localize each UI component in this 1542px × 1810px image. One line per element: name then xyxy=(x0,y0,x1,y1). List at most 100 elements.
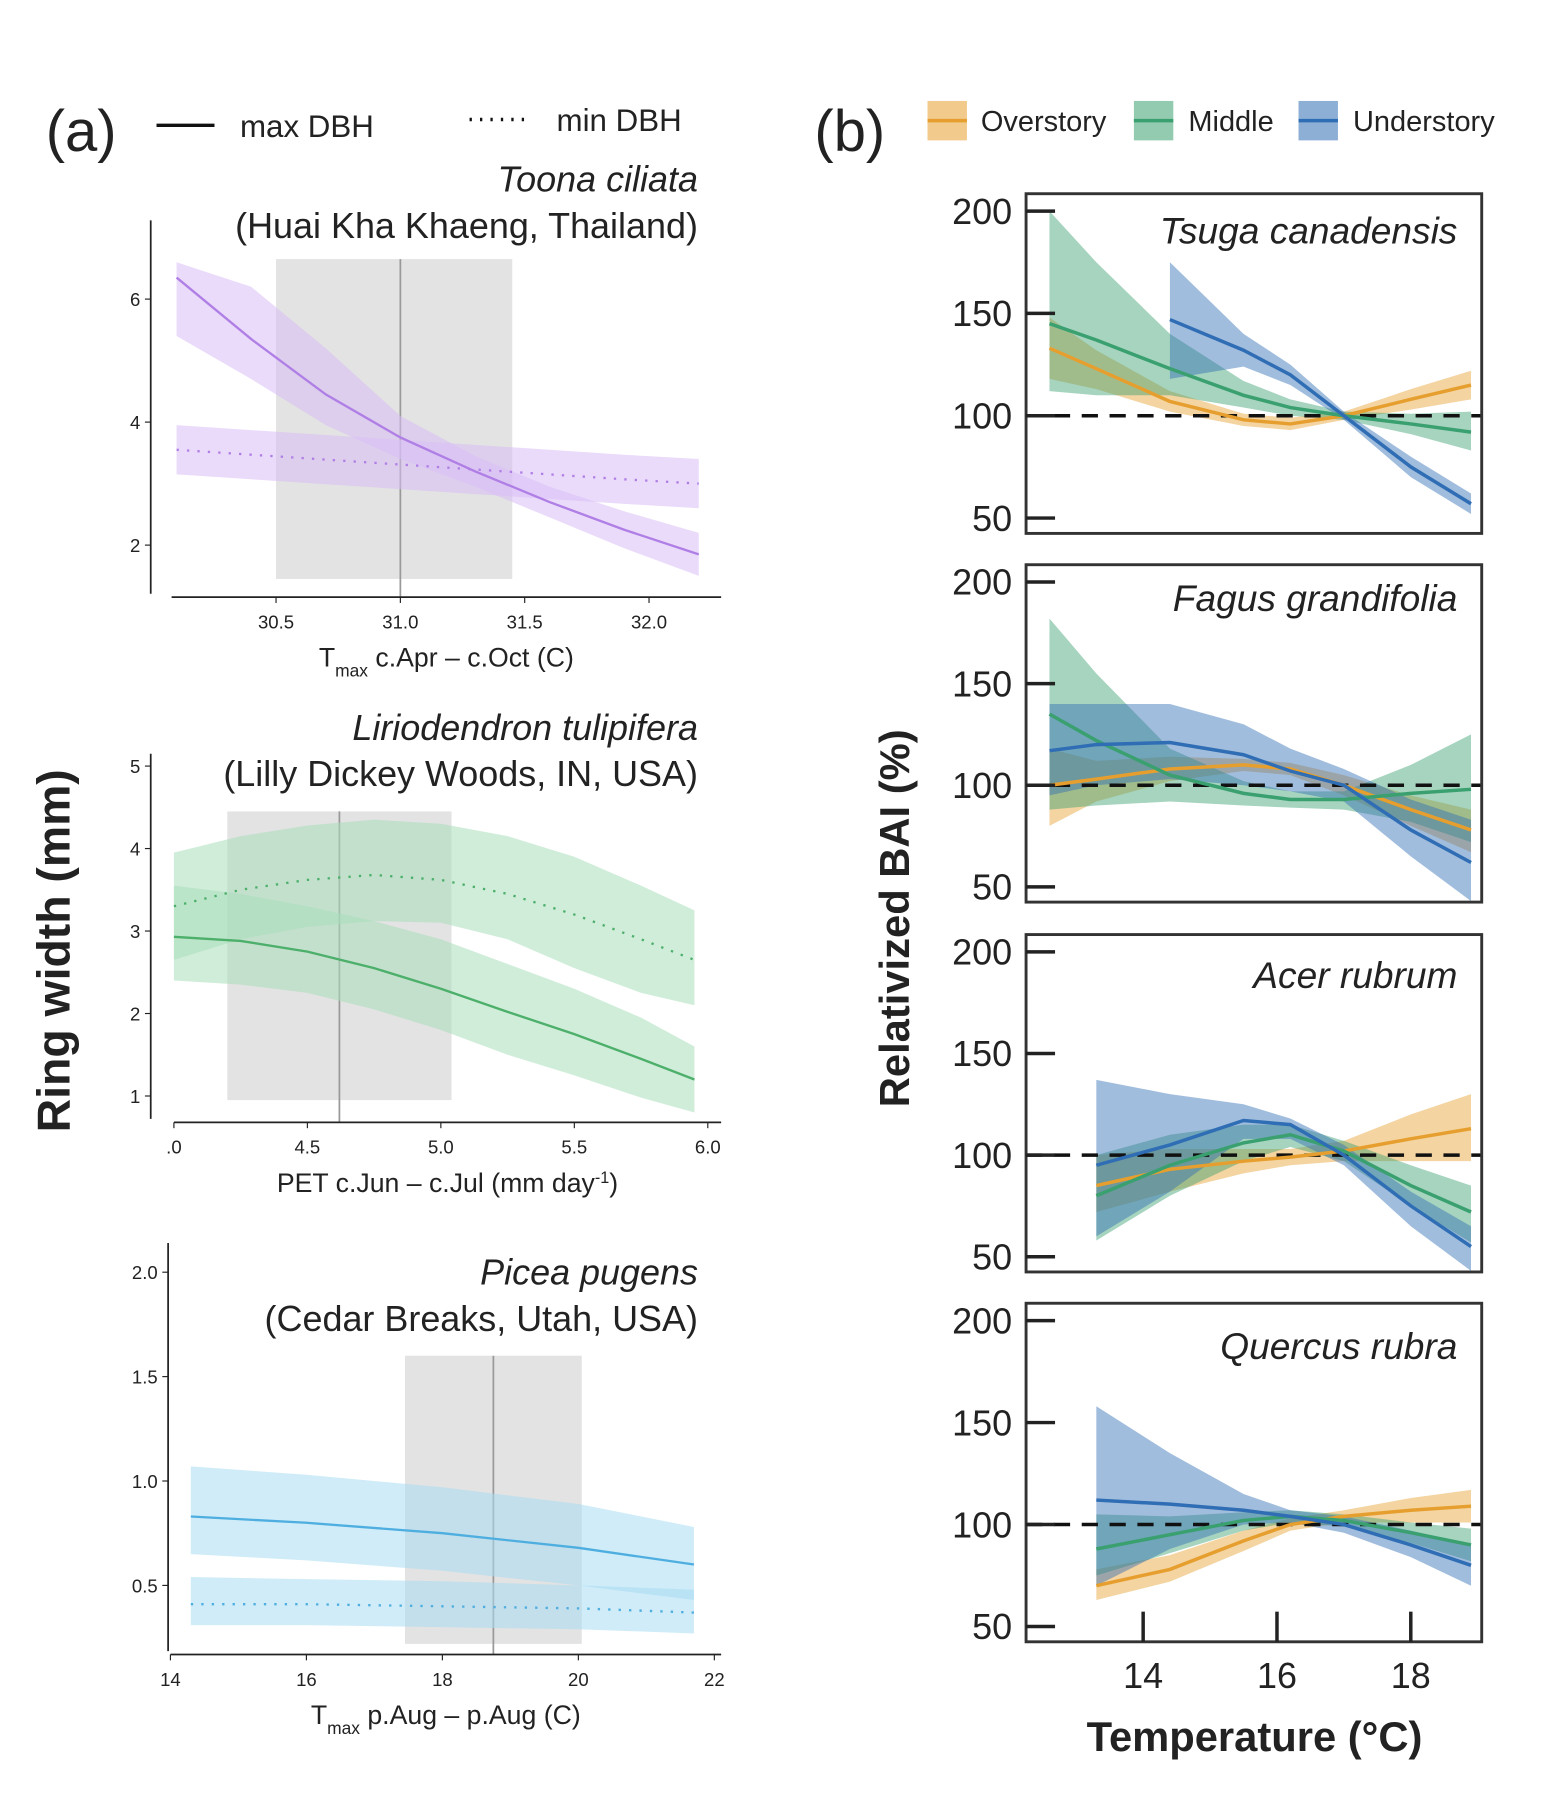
x-axis-title-part: c.Apr – c.Oct (C) xyxy=(368,643,574,673)
x-axis-title-part: PET c.Jun – c.Jul (mm day xyxy=(277,1168,596,1198)
panel-label: (a) xyxy=(46,100,117,164)
y-tick-label: 200 xyxy=(952,1300,1012,1341)
plot-frame xyxy=(1024,933,1484,1274)
series-line xyxy=(173,935,695,1081)
y-tick-label: 4 xyxy=(130,839,140,860)
confidence-band xyxy=(1096,1079,1472,1271)
series-line xyxy=(1096,1498,1472,1567)
legend-label: Overstory xyxy=(981,106,1107,138)
plot-frame xyxy=(1024,563,1484,904)
chart-title: Toona ciliata xyxy=(497,158,697,199)
series-line xyxy=(1095,1504,1472,1588)
confidence-band xyxy=(1096,1094,1472,1212)
legend-label: Understory xyxy=(1353,106,1495,138)
y-tick-label: 150 xyxy=(952,1033,1012,1074)
series-line xyxy=(1095,1118,1472,1248)
y-tick-label: 50 xyxy=(972,498,1012,539)
legend-label: max DBH xyxy=(240,109,374,144)
y-tick-label: 5 xyxy=(130,756,140,777)
y-tick-label: 50 xyxy=(972,1606,1012,1647)
x-tick-label: 18 xyxy=(432,1669,453,1690)
chart-title: Picea pugens xyxy=(480,1252,698,1293)
y-tick-label: 0.5 xyxy=(132,1575,158,1596)
x-tick-label: 4.5 xyxy=(294,1137,320,1158)
series-line xyxy=(1048,322,1472,434)
x-axis-title-part: T xyxy=(311,1700,327,1730)
series-line xyxy=(1095,1126,1472,1188)
y-tick-label: 1.5 xyxy=(132,1367,158,1388)
confidence-band xyxy=(173,885,695,1113)
chart-title: Acer rubrum xyxy=(1251,954,1457,996)
confidence-band xyxy=(1049,703,1472,902)
x-tick-label: 5.0 xyxy=(428,1137,454,1158)
y-tick-label: 150 xyxy=(952,1402,1012,1443)
series-line xyxy=(1049,763,1472,832)
series-line xyxy=(176,448,699,485)
y-tick-label: 100 xyxy=(952,1135,1012,1176)
x-tick-label: 14 xyxy=(1123,1655,1163,1696)
x-axis-title: Tmax c.Apr – c.Oct (C) xyxy=(319,643,574,681)
confidence-band xyxy=(1049,317,1472,431)
series-line xyxy=(1169,317,1472,506)
y-tick-label: 50 xyxy=(972,1236,1012,1277)
series-line xyxy=(1095,1132,1472,1214)
x-tick-label: 20 xyxy=(568,1669,589,1690)
x-axis-title: PET c.Jun – c.Jul (mm day-1) xyxy=(277,1168,618,1198)
x-tick-label: 31.5 xyxy=(507,611,543,632)
x-axis-title-part: p.Aug – p.Aug (C) xyxy=(360,1700,581,1730)
x-tick-label: 22 xyxy=(704,1669,725,1690)
x-tick-label: 18 xyxy=(1391,1655,1431,1696)
chart-subtitle: (Huai Kha Khaeng, Thailand) xyxy=(235,205,698,246)
confidence-band xyxy=(1169,262,1472,514)
plot-frame xyxy=(1024,1301,1484,1644)
x-axis-title: Temperature (°C) xyxy=(1087,1713,1423,1760)
confidence-band xyxy=(1096,1489,1472,1600)
y-tick-label: 1.0 xyxy=(132,1471,158,1492)
x-tick-label: 30.5 xyxy=(258,611,294,632)
confidence-band xyxy=(173,819,695,1006)
y-tick-label: 3 xyxy=(130,921,140,942)
x-tick-label: 5.5 xyxy=(561,1137,587,1158)
x-axis-title-part: ) xyxy=(609,1168,618,1198)
x-tick-label: 16 xyxy=(296,1669,317,1690)
confidence-band xyxy=(1096,1124,1472,1243)
x-axis-title: Tmax p.Aug – p.Aug (C) xyxy=(311,1700,581,1738)
x-axis-title-part: T xyxy=(319,643,335,673)
series-line xyxy=(190,1603,694,1614)
y-tick-label: 4 xyxy=(130,412,140,433)
legend-label: min DBH xyxy=(557,103,682,138)
y-tick-label: 100 xyxy=(952,395,1012,436)
series-line xyxy=(1049,740,1472,864)
x-tick-label: 14 xyxy=(160,1669,181,1690)
y-tick-label: 150 xyxy=(952,663,1012,704)
y-tick-label: 50 xyxy=(972,867,1012,908)
y-tick-label: 1 xyxy=(130,1086,140,1107)
x-axis-title-part: -1 xyxy=(595,1169,609,1187)
series-line xyxy=(1048,346,1472,426)
plot-frame xyxy=(1024,192,1484,535)
series-line xyxy=(190,1515,695,1566)
chart-subtitle: (Cedar Breaks, Utah, USA) xyxy=(265,1298,698,1339)
x-axis-title-part: max xyxy=(335,661,368,681)
chart-title: Tsuga canadensis xyxy=(1160,210,1458,252)
x-tick-label: 32.0 xyxy=(631,611,667,632)
y-tick-label: 200 xyxy=(952,562,1012,603)
x-tick-label: 6.0 xyxy=(695,1137,721,1158)
y-axis-title: Relativized BAI (%) xyxy=(871,729,918,1107)
y-tick-label: 2 xyxy=(130,1003,140,1024)
series-line xyxy=(1048,712,1472,802)
y-tick-label: 100 xyxy=(952,1504,1012,1545)
confidence-band xyxy=(1096,1406,1472,1586)
series-line xyxy=(175,276,700,556)
y-tick-label: 2 xyxy=(130,535,140,556)
x-tick-label: .0 xyxy=(166,1137,181,1158)
panel-label: (b) xyxy=(814,100,885,164)
y-tick-label: 200 xyxy=(952,191,1012,232)
chart-title: Quercus rubra xyxy=(1220,1325,1457,1367)
legend-label: Middle xyxy=(1188,106,1273,138)
y-tick-label: 2.0 xyxy=(132,1262,158,1283)
x-tick-label: 31.0 xyxy=(382,611,418,632)
chart-title: Fagus grandifolia xyxy=(1173,577,1458,619)
